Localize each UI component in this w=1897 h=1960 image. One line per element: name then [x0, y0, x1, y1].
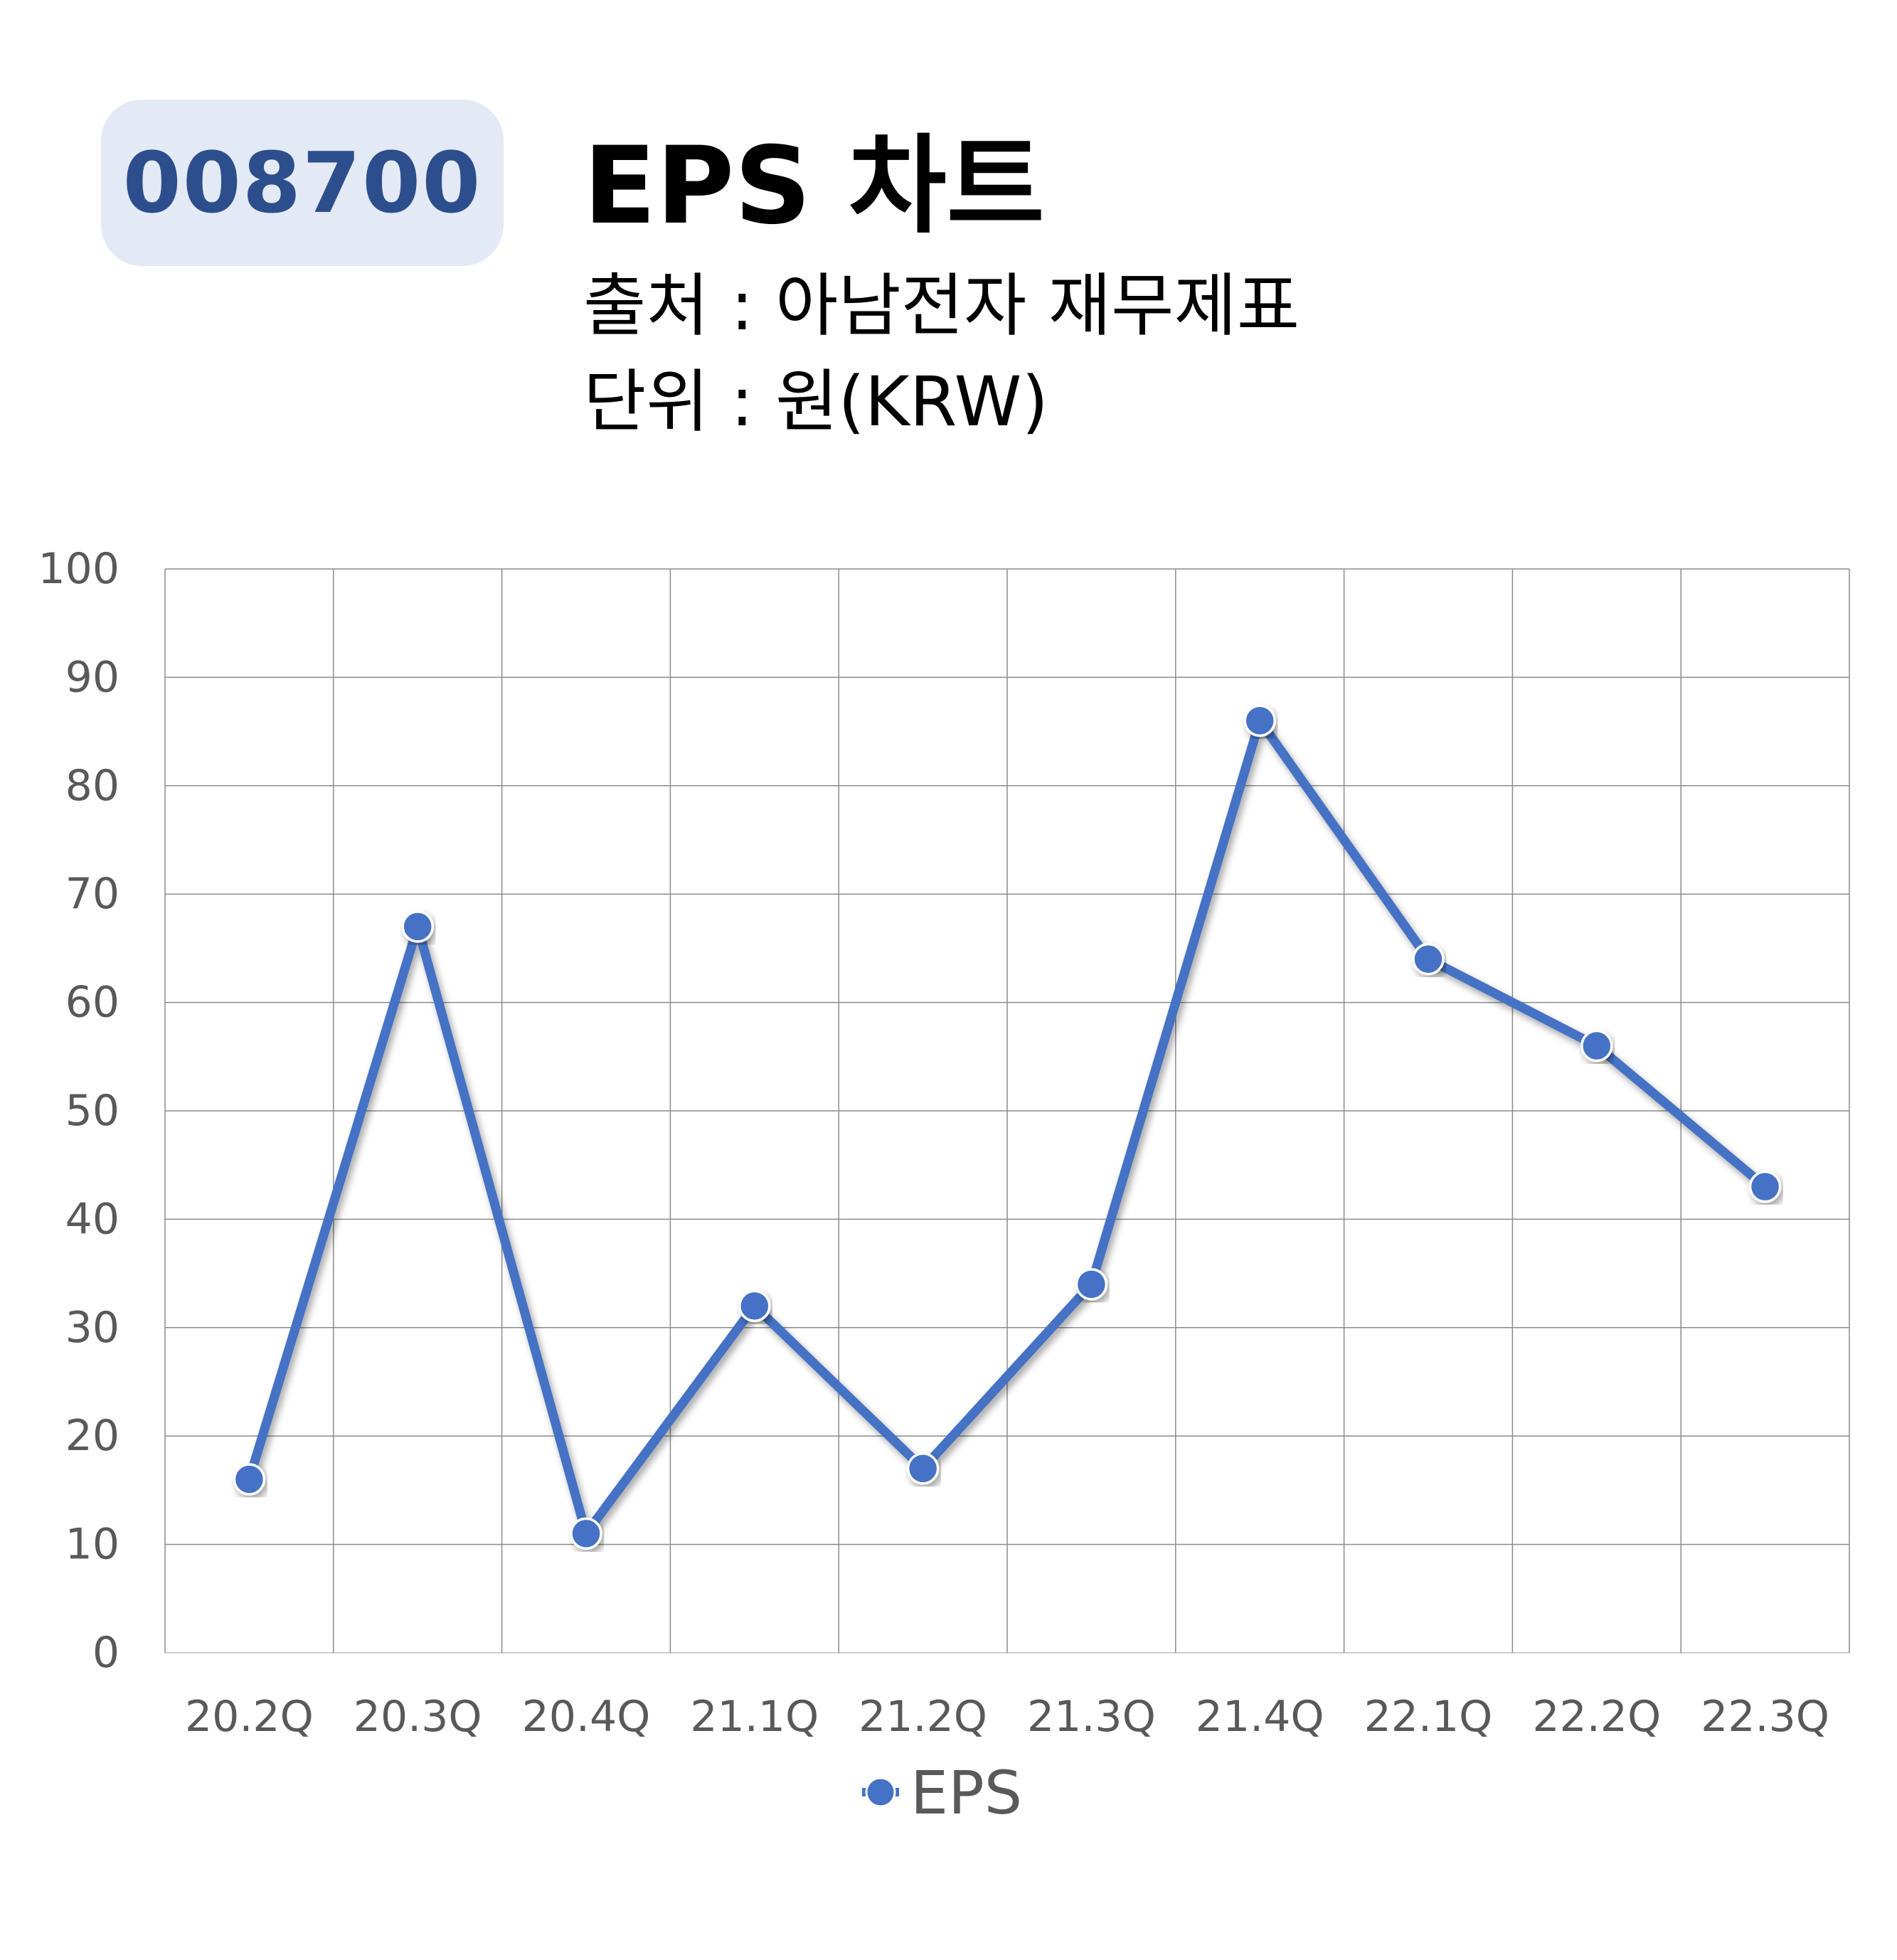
data-point	[1243, 704, 1276, 737]
x-tick-label: 21.4Q	[1196, 1692, 1324, 1742]
x-tick-label: 22.1Q	[1364, 1692, 1493, 1742]
data-point	[401, 910, 434, 943]
y-tick-label: 0	[92, 1628, 119, 1678]
y-tick-label: 80	[65, 761, 119, 811]
legend-label-eps: EPS	[910, 1758, 1022, 1828]
x-tick-label: 20.3Q	[354, 1692, 482, 1742]
x-tick-label: 21.3Q	[1027, 1692, 1156, 1742]
x-tick-label: 21.2Q	[859, 1692, 987, 1742]
x-tick-label: 22.2Q	[1532, 1692, 1661, 1742]
y-tick-label: 10	[65, 1520, 119, 1570]
data-point	[233, 1463, 266, 1496]
y-tick-label: 100	[38, 544, 119, 594]
data-point	[906, 1452, 940, 1485]
stock-code-badge: 008700	[101, 100, 504, 266]
series-eps	[233, 704, 1782, 1550]
unit-line: 단위 : 원(KRW)	[583, 362, 1048, 442]
y-axis-tick-labels: 0 10 20 30 40 50 60 70 80 90 100	[38, 544, 119, 1678]
data-point	[1412, 942, 1445, 976]
x-tick-label: 20.4Q	[522, 1692, 651, 1742]
x-axis-tick-labels: 20.2Q 20.3Q 20.4Q 21.1Q 21.2Q 21.3Q 21.4Q 22.1Q…	[185, 1692, 1829, 1742]
y-tick-label: 50	[65, 1086, 119, 1136]
stock-code: 008700	[122, 134, 482, 232]
legend: EPS	[862, 1758, 1022, 1828]
data-point	[1075, 1268, 1108, 1301]
data-point	[1748, 1170, 1782, 1203]
y-tick-label: 60	[65, 978, 119, 1028]
x-tick-label: 22.3Q	[1701, 1692, 1829, 1742]
y-tick-label: 90	[65, 652, 119, 702]
grid	[164, 568, 1850, 1653]
legend-marker	[865, 1777, 896, 1808]
y-tick-label: 30	[65, 1303, 119, 1353]
data-point	[1580, 1029, 1613, 1062]
y-tick-label: 20	[65, 1411, 119, 1461]
source-line: 출처 : 아남전자 재무제표	[583, 266, 1300, 346]
y-tick-label: 40	[65, 1194, 119, 1244]
data-point	[570, 1517, 602, 1550]
y-tick-label: 70	[65, 869, 119, 919]
x-tick-label: 21.1Q	[690, 1692, 819, 1742]
data-point	[738, 1289, 771, 1323]
x-tick-label: 20.2Q	[185, 1692, 314, 1742]
chart-title: EPS 차트	[583, 124, 1045, 248]
series-line	[244, 715, 1770, 1538]
